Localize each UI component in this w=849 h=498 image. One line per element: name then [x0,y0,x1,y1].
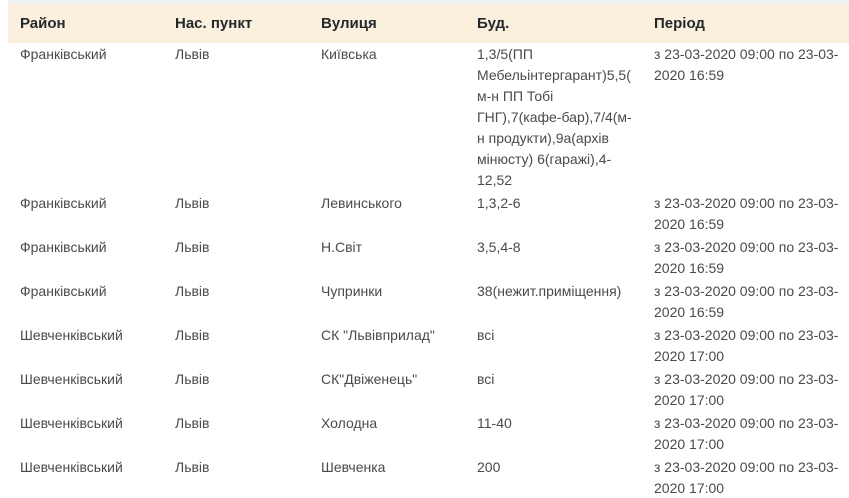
district-cell: Франківський [20,46,107,62]
street-cell: Левинського [321,195,402,211]
street-cell: Київська [321,46,377,62]
street-cell: Н.Світ [321,239,363,255]
building-cell: 1,3/5(ПП Мебельінтергарант)5,5(м-н ПП То… [477,46,632,188]
settlement-cell: Львів [175,371,210,387]
district-cell: Франківський [20,239,107,255]
period-cell: з 23-03-2020 09:00 по 23-03-2020 16:59 [654,46,839,83]
district-cell: Шевченківський [20,459,123,475]
building-cell: всі [477,327,495,343]
table-row: Франківський Львів Н.Світ 3,5,4-8 з 23-03-20… [8,236,849,280]
outage-table-body: Франківський Львів Київська 1,3/5(ПП Мебель… [8,43,849,498]
table-row: Франківський Львів Київська 1,3/5(ПП Мебель… [8,43,849,192]
settlement-cell: Львів [175,195,210,211]
street-cell: СК "Львівприлад" [321,327,435,343]
street-cell: Холодна [321,415,378,431]
outage-table: Район Нас. пункт Вулиця Буд. Період Фран… [8,4,849,498]
table-row: Шевченківський Львів Шевченка 200 з 23-03-20… [8,456,849,498]
building-cell: 3,5,4-8 [477,239,521,255]
street-cell: Шевченка [321,459,386,475]
table-row: Шевченківський Львів СК"Двіженець" всі з 23-… [8,368,849,412]
column-header-settlement: Нас. пункт [163,4,309,43]
header-row: Район Нас. пункт Вулиця Буд. Період [8,4,849,43]
period-cell: з 23-03-2020 09:00 по 23-03-2020 17:00 [654,415,839,452]
street-cell: Чупринки [321,283,383,299]
column-header-district: Район [8,4,163,43]
period-cell: з 23-03-2020 09:00 по 23-03-2020 16:59 [654,195,839,232]
table-row: Франківський Львів Левинського 1,3,2-6 з 23-… [8,192,849,236]
table-row: Шевченківський Львів Холодна 11-40 з 23-03-2… [8,412,849,456]
building-cell: 38(нежит.приміщення) [477,283,622,299]
street-cell: СК"Двіженець" [321,371,418,387]
period-cell: з 23-03-2020 09:00 по 23-03-2020 16:59 [654,239,839,276]
column-header-period: Період [642,4,849,43]
settlement-cell: Львів [175,327,210,343]
settlement-cell: Львів [175,46,210,62]
building-cell: 200 [477,459,501,475]
building-cell: 1,3,2-6 [477,195,521,211]
district-cell: Шевченківський [20,371,123,387]
period-cell: з 23-03-2020 09:00 по 23-03-2020 17:00 [654,327,839,364]
column-header-building: Буд. [465,4,642,43]
district-cell: Франківський [20,283,107,299]
table-row: Шевченківський Львів СК "Львівприлад" всі з … [8,324,849,368]
settlement-cell: Львів [175,459,210,475]
period-cell: з 23-03-2020 09:00 по 23-03-2020 17:00 [654,371,839,408]
column-header-street: Вулиця [309,4,465,43]
top-divider [8,0,849,4]
district-cell: Шевченківський [20,327,123,343]
settlement-cell: Львів [175,239,210,255]
period-cell: з 23-03-2020 09:00 по 23-03-2020 17:00 [654,459,839,496]
district-cell: Шевченківський [20,415,123,431]
outage-table-header: Район Нас. пункт Вулиця Буд. Період [8,4,849,43]
settlement-cell: Львів [175,283,210,299]
outage-schedule-page: Район Нас. пункт Вулиця Буд. Період Фран… [8,0,849,498]
period-cell: з 23-03-2020 09:00 по 23-03-2020 16:59 [654,283,839,320]
building-cell: всі [477,371,495,387]
settlement-cell: Львів [175,415,210,431]
district-cell: Франківський [20,195,107,211]
building-cell: 11-40 [477,415,512,431]
table-row: Франківський Львів Чупринки 38(нежит.приміщ… [8,280,849,324]
